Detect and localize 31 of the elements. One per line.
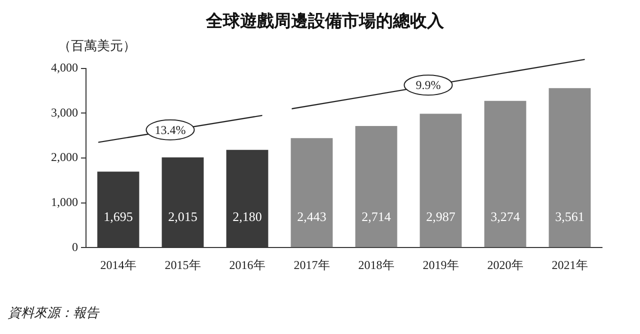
- x-tick-label: 2017年: [294, 258, 330, 272]
- y-tick-label: 0: [72, 240, 78, 254]
- annotation: 9.9%: [416, 78, 441, 92]
- x-tick-label: 2015年: [164, 258, 201, 272]
- data-label: 2,987: [426, 209, 456, 224]
- y-tick-label: 2,000: [51, 150, 78, 164]
- bar: [290, 138, 333, 248]
- y-axis-title: （百萬美元）: [58, 38, 136, 53]
- data-label: 2,443: [297, 209, 326, 224]
- y-tick-label: 3,000: [51, 105, 78, 120]
- bar: [420, 114, 462, 248]
- bar: [484, 100, 526, 248]
- chart-title: 全球遊戲周邊設備市場的總收入: [205, 12, 445, 31]
- data-label: 2,714: [362, 209, 392, 224]
- y-tick-label: 1,000: [51, 194, 78, 209]
- data-label: 3,561: [555, 209, 584, 224]
- annotation: 13.4%: [154, 122, 186, 137]
- x-tick-label: 2018年: [358, 258, 394, 272]
- data-label: 1,695: [104, 209, 133, 224]
- x-tick-label: 2020年: [487, 258, 524, 272]
- bar: [355, 126, 398, 248]
- data-label: 2,015: [168, 209, 198, 224]
- x-tick-label: 2021年: [552, 258, 588, 272]
- data-label: 2,180: [232, 209, 262, 224]
- x-tick-label: 2014年: [100, 258, 136, 272]
- bar: [548, 88, 591, 248]
- x-tick-label: 2016年: [229, 258, 266, 272]
- x-tick-label: 2019年: [422, 258, 459, 272]
- data-label: 3,274: [490, 209, 520, 224]
- y-tick-label: 4,000: [51, 60, 78, 75]
- source-note: 資料來源：報告: [8, 304, 99, 322]
